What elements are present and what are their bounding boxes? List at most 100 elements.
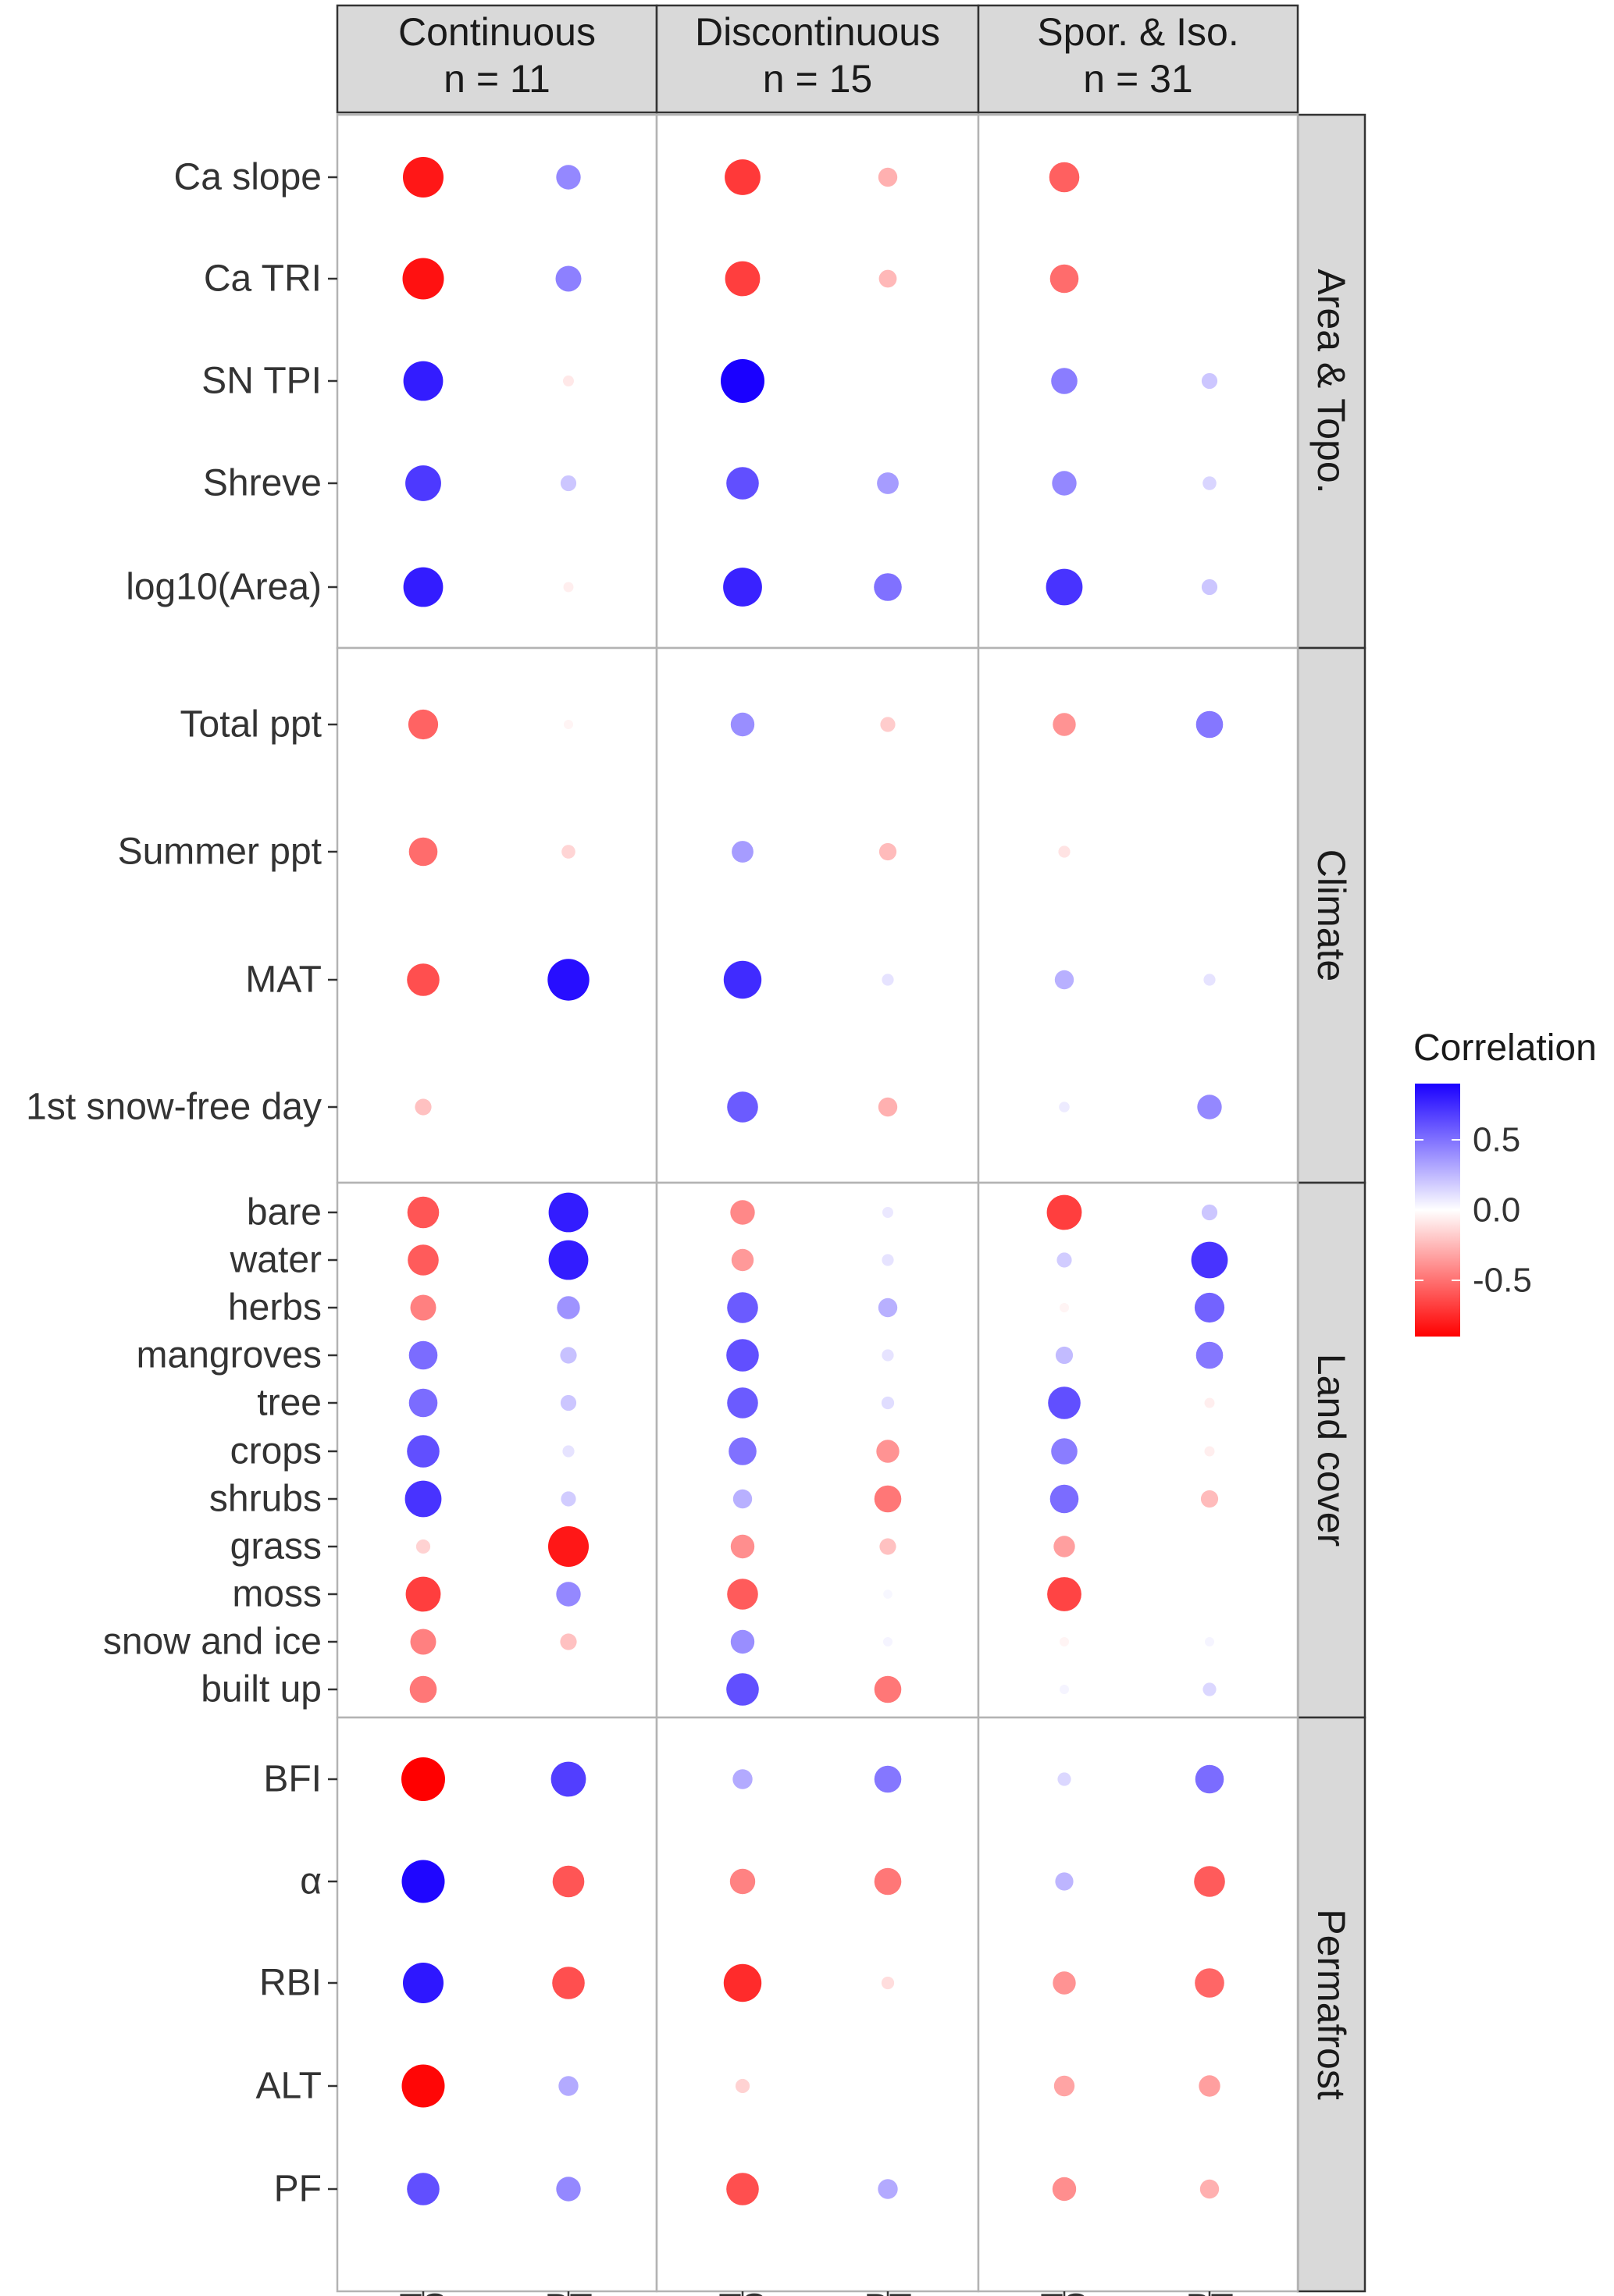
point-spor-iso-alt-bt — [1199, 2075, 1220, 2097]
point-discontinuous-built-up-ts — [726, 1673, 759, 1706]
point-spor-iso-moss-ts — [1047, 1577, 1081, 1611]
point-spor-iso-water-ts — [1056, 1252, 1072, 1268]
point-spor-iso-summer-ppt-ts — [1058, 845, 1071, 858]
point-discontinuous-summer-ppt-ts — [732, 841, 754, 863]
point-discontinuous-total-ppt-ts — [730, 712, 755, 737]
point-discontinuous-grass-bt — [879, 1538, 896, 1555]
point-continuous-bare-bt — [548, 1192, 589, 1233]
y-tick-label-crops: crops — [230, 1431, 322, 1472]
point-discontinuous-crops-ts — [729, 1437, 757, 1465]
point-continuous-tree-bt — [560, 1394, 577, 1411]
point-continuous-crops-ts — [407, 1435, 440, 1468]
panel-1-3 — [977, 113, 1299, 650]
strip-land-cover: Land cover — [1296, 1181, 1366, 1719]
panel-1-1 — [336, 113, 658, 650]
point-spor-iso-tree-bt — [1204, 1397, 1215, 1408]
point-continuous-water-ts — [408, 1244, 439, 1276]
point-discontinuous-mat-bt — [882, 974, 894, 986]
point-discontinuous-total-ppt-bt — [880, 717, 896, 732]
point-discontinuous-water-ts — [731, 1248, 754, 1272]
point-discontinuous-rbi-ts — [723, 1963, 762, 2002]
point-continuous-log10-area-bt — [563, 582, 574, 593]
point-discontinuous-shreve-ts — [726, 467, 759, 500]
point-spor-iso-herbs-bt — [1194, 1292, 1225, 1323]
point-discontinuous-shreve-bt — [877, 472, 899, 494]
point-spor-iso-rbi-bt — [1195, 1968, 1224, 1998]
y-tick-label-item: α — [300, 1861, 322, 1903]
strip-label: Permafrost — [1309, 1909, 1353, 2100]
panel-3-3 — [977, 1181, 1299, 1719]
point-discontinuous-herbs-ts — [727, 1292, 758, 1323]
point-discontinuous-item-ts — [729, 1868, 756, 1895]
point-continuous-1st-snow-free-day-ts — [415, 1098, 432, 1116]
strip-label: Spor. & Iso. — [1037, 10, 1238, 54]
point-continuous-total-ppt-ts — [408, 709, 439, 740]
point-continuous-moss-ts — [405, 1576, 441, 1612]
point-continuous-alt-bt — [558, 2076, 579, 2096]
point-continuous-snow-and-ice-ts — [410, 1629, 436, 1655]
point-discontinuous-summer-ppt-bt — [878, 842, 897, 861]
y-tick-label-pf: PF — [274, 2169, 322, 2210]
point-continuous-pf-bt — [556, 2177, 581, 2202]
y-tick-label-ca-tri: Ca TRI — [204, 258, 322, 300]
point-continuous-water-bt — [548, 1240, 589, 1280]
y-tick-label-sn-tpi: SN TPI — [201, 361, 322, 402]
point-discontinuous-crops-bt — [876, 1440, 900, 1463]
point-continuous-crops-bt — [562, 1445, 575, 1458]
point-discontinuous-moss-ts — [727, 1579, 758, 1610]
y-tick-label-alt: ALT — [256, 2066, 322, 2107]
point-discontinuous-item-bt — [874, 1867, 902, 1896]
point-spor-iso-1st-snow-free-day-bt — [1197, 1095, 1222, 1120]
point-discontinuous-ca-tri-bt — [878, 269, 897, 288]
strip-label: n = 31 — [1083, 57, 1192, 101]
point-continuous-rbi-bt — [552, 1967, 585, 1999]
y-tick-label-shrubs: shrubs — [209, 1479, 322, 1520]
point-discontinuous-bfi-bt — [874, 1765, 902, 1793]
point-spor-iso-mat-ts — [1054, 970, 1074, 990]
point-continuous-tree-ts — [408, 1388, 438, 1418]
y-tick-label-bare: bare — [247, 1192, 322, 1233]
y-tick-label-mangroves: mangroves — [137, 1335, 322, 1376]
point-continuous-grass-ts — [415, 1539, 431, 1554]
point-continuous-item-ts — [401, 1860, 445, 1903]
y-tick-label-ca-slope: Ca slope — [174, 157, 322, 198]
panel-3-1 — [336, 1181, 658, 1719]
panel-2-2 — [655, 646, 980, 1184]
point-continuous-shreve-bt — [560, 475, 577, 492]
point-discontinuous-mangroves-bt — [882, 1349, 894, 1362]
point-spor-iso-bfi-ts — [1057, 1772, 1071, 1786]
point-discontinuous-herbs-bt — [878, 1298, 898, 1318]
x-tick-label-ts: TS — [718, 2287, 766, 2296]
point-spor-iso-mangroves-bt — [1195, 1341, 1224, 1369]
y-tick-label-mat: MAT — [245, 959, 322, 1001]
point-spor-iso-shreve-bt — [1202, 476, 1217, 490]
point-continuous-mat-ts — [407, 963, 440, 996]
point-discontinuous-pf-bt — [878, 2179, 898, 2199]
point-discontinuous-built-up-bt — [874, 1675, 902, 1703]
strip-label: Area & Topo. — [1309, 269, 1353, 493]
point-discontinuous-1st-snow-free-day-ts — [727, 1091, 758, 1123]
point-spor-iso-sn-tpi-bt — [1201, 372, 1218, 390]
point-continuous-bfi-bt — [550, 1761, 586, 1797]
point-continuous-herbs-bt — [557, 1296, 580, 1319]
x-tick-label-ts: TS — [1040, 2287, 1088, 2296]
point-continuous-herbs-ts — [410, 1294, 436, 1321]
point-discontinuous-log10-area-ts — [723, 568, 762, 607]
point-discontinuous-pf-ts — [726, 2173, 759, 2205]
y-tick-label-log10-area: log10(Area) — [126, 567, 322, 608]
panel-4-1 — [336, 1716, 658, 2293]
y-tick-label-snow-and-ice: snow and ice — [103, 1621, 322, 1663]
point-continuous-bfi-ts — [401, 1757, 445, 1801]
point-spor-iso-built-up-bt — [1202, 1682, 1217, 1696]
point-spor-iso-bare-ts — [1046, 1194, 1082, 1230]
point-spor-iso-1st-snow-free-day-ts — [1059, 1102, 1070, 1112]
point-spor-iso-shrubs-bt — [1200, 1490, 1219, 1508]
point-continuous-ca-slope-ts — [403, 157, 444, 198]
point-discontinuous-shrubs-bt — [874, 1485, 902, 1513]
y-tick-label-built-up: built up — [201, 1669, 322, 1710]
color-legend: Correlation 0.5 0.0 -0.5 — [1413, 1027, 1597, 1337]
y-tick-label-shreve: Shreve — [203, 463, 322, 504]
strip-label: Discontinuous — [695, 10, 940, 54]
